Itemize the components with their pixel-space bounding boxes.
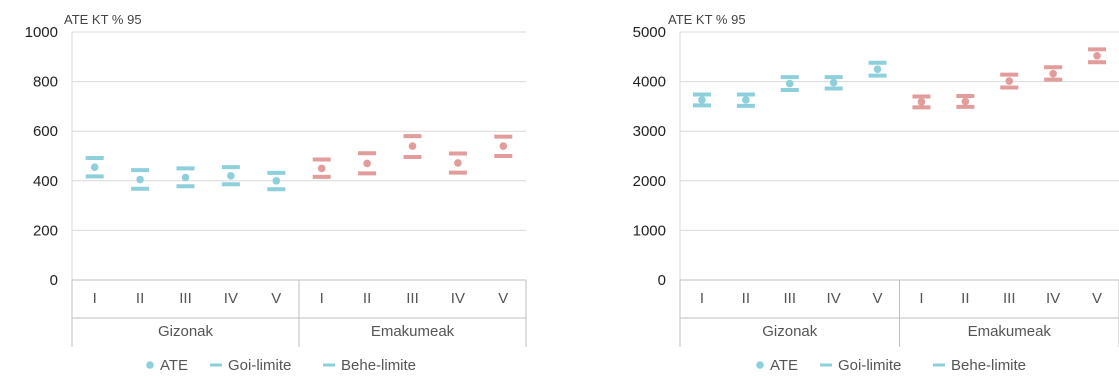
y-tick-label: 400 [33, 173, 58, 190]
group-label: Gizonak [158, 323, 214, 340]
y-tick-label: 1000 [633, 222, 666, 239]
x-tick-label: I [919, 290, 923, 307]
x-tick-label: I [93, 290, 97, 307]
ate-point [873, 65, 882, 73]
y-tick-label: 3000 [633, 123, 666, 140]
ate-point [742, 96, 750, 104]
legend-label: Behe-limite [951, 357, 1026, 374]
x-tick-label: I [700, 290, 704, 307]
ate-point [363, 159, 371, 168]
unit-label: ATE KT % 95 [64, 12, 142, 27]
y-tick-label: 0 [658, 272, 666, 289]
y-tick-label: 600 [33, 123, 58, 140]
ate-point [272, 177, 281, 185]
ate-point [499, 142, 508, 150]
x-tick-label: II [742, 290, 750, 307]
x-tick-label: III [783, 290, 796, 307]
ate-point [317, 164, 326, 173]
y-tick-label: 200 [33, 222, 58, 239]
x-tick-label: IV [451, 290, 465, 307]
group-label: Emakumeak [371, 323, 455, 340]
legend-label: Behe-limite [341, 357, 416, 374]
x-tick-label: II [363, 290, 371, 307]
ate-point [454, 159, 462, 167]
ate-point [227, 172, 235, 180]
x-tick-label: III [1003, 290, 1016, 307]
x-tick-label: V [1092, 290, 1102, 307]
ate-point [917, 98, 926, 106]
ate-point [1005, 77, 1014, 85]
x-tick-label: V [873, 290, 883, 307]
ate-point [785, 79, 794, 88]
y-tick-label: 0 [50, 272, 58, 289]
group-label: Gizonak [762, 323, 818, 340]
legend-label: Goi-limite [838, 357, 901, 374]
y-tick-label: 800 [33, 74, 58, 91]
legend-ate-marker [146, 361, 154, 369]
ate-point [136, 175, 144, 184]
x-tick-label: II [961, 290, 969, 307]
y-tick-label: 5000 [633, 24, 666, 41]
legend-ate-marker [756, 361, 764, 369]
x-tick-label: V [498, 290, 508, 307]
ate-point [829, 78, 838, 87]
group-label: Emakumeak [968, 323, 1052, 340]
ate-point [181, 173, 190, 182]
x-tick-label: III [179, 290, 192, 307]
x-tick-label: IV [224, 290, 238, 307]
y-tick-label: 4000 [633, 74, 666, 91]
legend-label: Goi-limite [228, 357, 291, 374]
ate-point [1049, 69, 1057, 78]
legend-label: ATE [160, 357, 188, 374]
ate-point [90, 163, 99, 171]
x-tick-label: III [406, 290, 419, 307]
x-tick-label: V [271, 290, 281, 307]
chart-right: 0 1000 2000 3000 4000 5000 Gizonak Emakumeak I II… [600, 0, 1119, 378]
x-tick-label: IV [827, 290, 841, 307]
y-tick-label: 1000 [25, 24, 58, 41]
x-tick-label: II [136, 290, 144, 307]
ate-point [1093, 52, 1101, 60]
ate-point [408, 142, 417, 150]
y-tick-label: 2000 [633, 173, 666, 190]
x-tick-label: I [320, 290, 324, 307]
ate-point [698, 96, 706, 104]
ate-point [961, 97, 970, 106]
x-tick-label: IV [1046, 290, 1060, 307]
unit-label: ATE KT % 95 [668, 12, 746, 27]
legend-label: ATE [770, 357, 798, 374]
chart-left: 0 200 400 600 800 1000 Gizonak Emakumeak I II III I… [0, 0, 545, 378]
